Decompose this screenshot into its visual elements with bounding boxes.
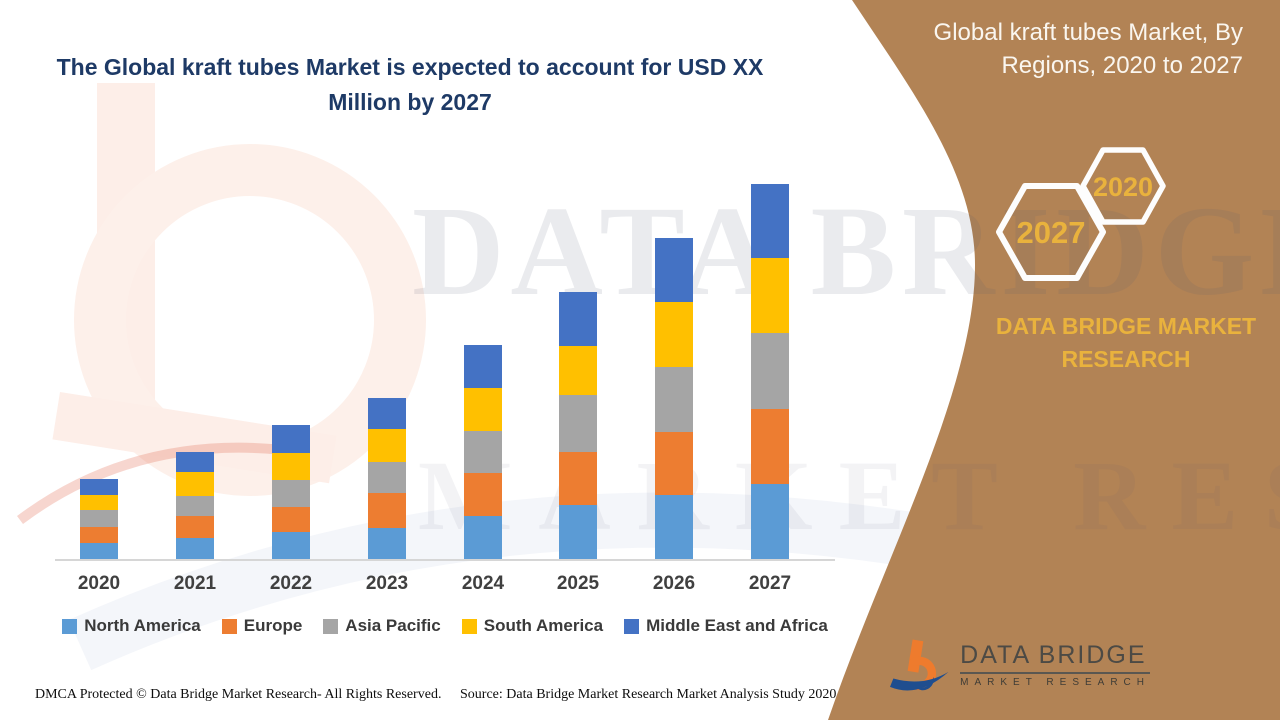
bar-segment-2023-asia-pacific (368, 462, 406, 493)
page-title: The Global kraft tubes Market is expecte… (56, 54, 764, 115)
company-logo-text: DATA BRIDGE MARKET RESEARCH (960, 633, 1150, 688)
bar-segment-2026-middle-east-and-africa (655, 238, 693, 302)
bar-segment-2027-asia-pacific (751, 333, 789, 409)
bar-segment-2027-europe (751, 409, 789, 484)
bar-segment-2025-europe (559, 452, 597, 505)
legend-label: Middle East and Africa (646, 616, 828, 635)
bar-segment-2026-south-america (655, 302, 693, 367)
bar-2026 (655, 238, 693, 559)
bar-segment-2023-middle-east-and-africa (368, 398, 406, 429)
bar-segment-2023-europe (368, 493, 406, 528)
bar-segment-2027-north-america (751, 484, 789, 559)
x-axis-label-2021: 2021 (173, 573, 217, 594)
x-axis-label-2020: 2020 (77, 573, 121, 594)
bar-segment-2027-south-america (751, 258, 789, 333)
bar-2027 (751, 184, 789, 559)
bar-segment-2020-middle-east-and-africa (80, 479, 118, 495)
legend-item-south-america: South America (461, 616, 604, 636)
bar-2024 (464, 345, 502, 559)
bar-segment-2021-north-america (176, 538, 214, 559)
company-logo-icon (890, 639, 949, 691)
bar-segment-2024-south-america (464, 388, 502, 431)
bar-segment-2021-europe (176, 516, 214, 538)
bar-segment-2026-north-america (655, 495, 693, 559)
chart-legend: North America Europe Asia Pacific South Ame… (55, 616, 835, 636)
source-note: Source: Data Bridge Market Research Mark… (460, 687, 837, 702)
bar-segment-2020-south-america (80, 495, 118, 510)
bar-segment-2021-south-america (176, 472, 214, 496)
x-axis-label-2023: 2023 (365, 573, 409, 594)
legend-item-north-america: North America (62, 616, 201, 636)
bar-segment-2023-south-america (368, 429, 406, 462)
company-logo-tagline: MARKET RESEARCH (960, 677, 1150, 688)
bar-segment-2024-north-america (464, 516, 502, 559)
x-axis-label-2024: 2024 (461, 573, 505, 594)
bar-segment-2021-middle-east-and-africa (176, 452, 214, 472)
bar-2025 (559, 292, 597, 559)
bar-segment-2022-europe (272, 507, 310, 532)
bar-segment-2020-europe (80, 527, 118, 543)
bar-segment-2020-asia-pacific (80, 510, 118, 527)
legend-label: North America (84, 616, 201, 635)
legend-swatch-icon (461, 618, 477, 634)
legend-swatch-icon (62, 618, 78, 634)
bar-segment-2021-asia-pacific (176, 496, 214, 516)
legend-label: Asia Pacific (345, 616, 441, 635)
bar-segment-2027-middle-east-and-africa (751, 184, 789, 258)
company-logo: DATA BRIDGE MARKET RESEARCH (890, 633, 1150, 699)
bar-segment-2026-asia-pacific (655, 367, 693, 432)
legend-item-asia-pacific: Asia Pacific (323, 616, 441, 636)
company-logo-name: DATA BRIDGE (960, 641, 1150, 674)
side-panel-heading: Global kraft tubes Market, By Regions, 2… (933, 19, 1243, 79)
x-axis-line (55, 559, 835, 561)
legend-item-middle-east-and-africa: Middle East and Africa (624, 616, 828, 636)
legend-swatch-icon (323, 618, 339, 634)
legend-label: Europe (243, 616, 303, 635)
legend-swatch-icon (221, 618, 237, 634)
x-axis-label-2026: 2026 (652, 573, 696, 594)
bar-segment-2022-middle-east-and-africa (272, 425, 310, 453)
bar-segment-2025-middle-east-and-africa (559, 292, 597, 346)
x-axis-label-2022: 2022 (269, 573, 313, 594)
bar-segment-2024-europe (464, 473, 502, 516)
legend-swatch-icon (624, 618, 640, 634)
bar-segment-2024-middle-east-and-africa (464, 345, 502, 388)
x-axis-label-2025: 2025 (556, 573, 600, 594)
bar-segment-2026-europe (655, 432, 693, 495)
bar-chart: 2020 2021 2022 2023 2024 2025 2026 2027 (55, 170, 835, 594)
bar-2023 (368, 398, 406, 559)
bar-2021 (176, 452, 214, 559)
dmca-notice: DMCA Protected © Data Bridge Market Rese… (35, 687, 442, 702)
bar-segment-2022-south-america (272, 453, 310, 480)
legend-item-europe: Europe (221, 616, 303, 636)
bar-segment-2025-south-america (559, 346, 597, 395)
bar-2022 (272, 425, 310, 559)
legend-label: South America (483, 616, 604, 635)
brand-heading: DATA BRIDGE MARKET RESEARCH (995, 313, 1257, 372)
bar-segment-2025-north-america (559, 505, 597, 559)
bar-segment-2023-north-america (368, 528, 406, 559)
bar-segment-2020-north-america (80, 543, 118, 559)
bar-segment-2022-asia-pacific (272, 480, 310, 507)
bar-2020 (80, 479, 118, 559)
bar-segment-2025-asia-pacific (559, 395, 597, 452)
bar-segment-2022-north-america (272, 532, 310, 559)
x-axis-label-2027: 2027 (748, 573, 792, 594)
bar-segment-2024-asia-pacific (464, 431, 502, 473)
